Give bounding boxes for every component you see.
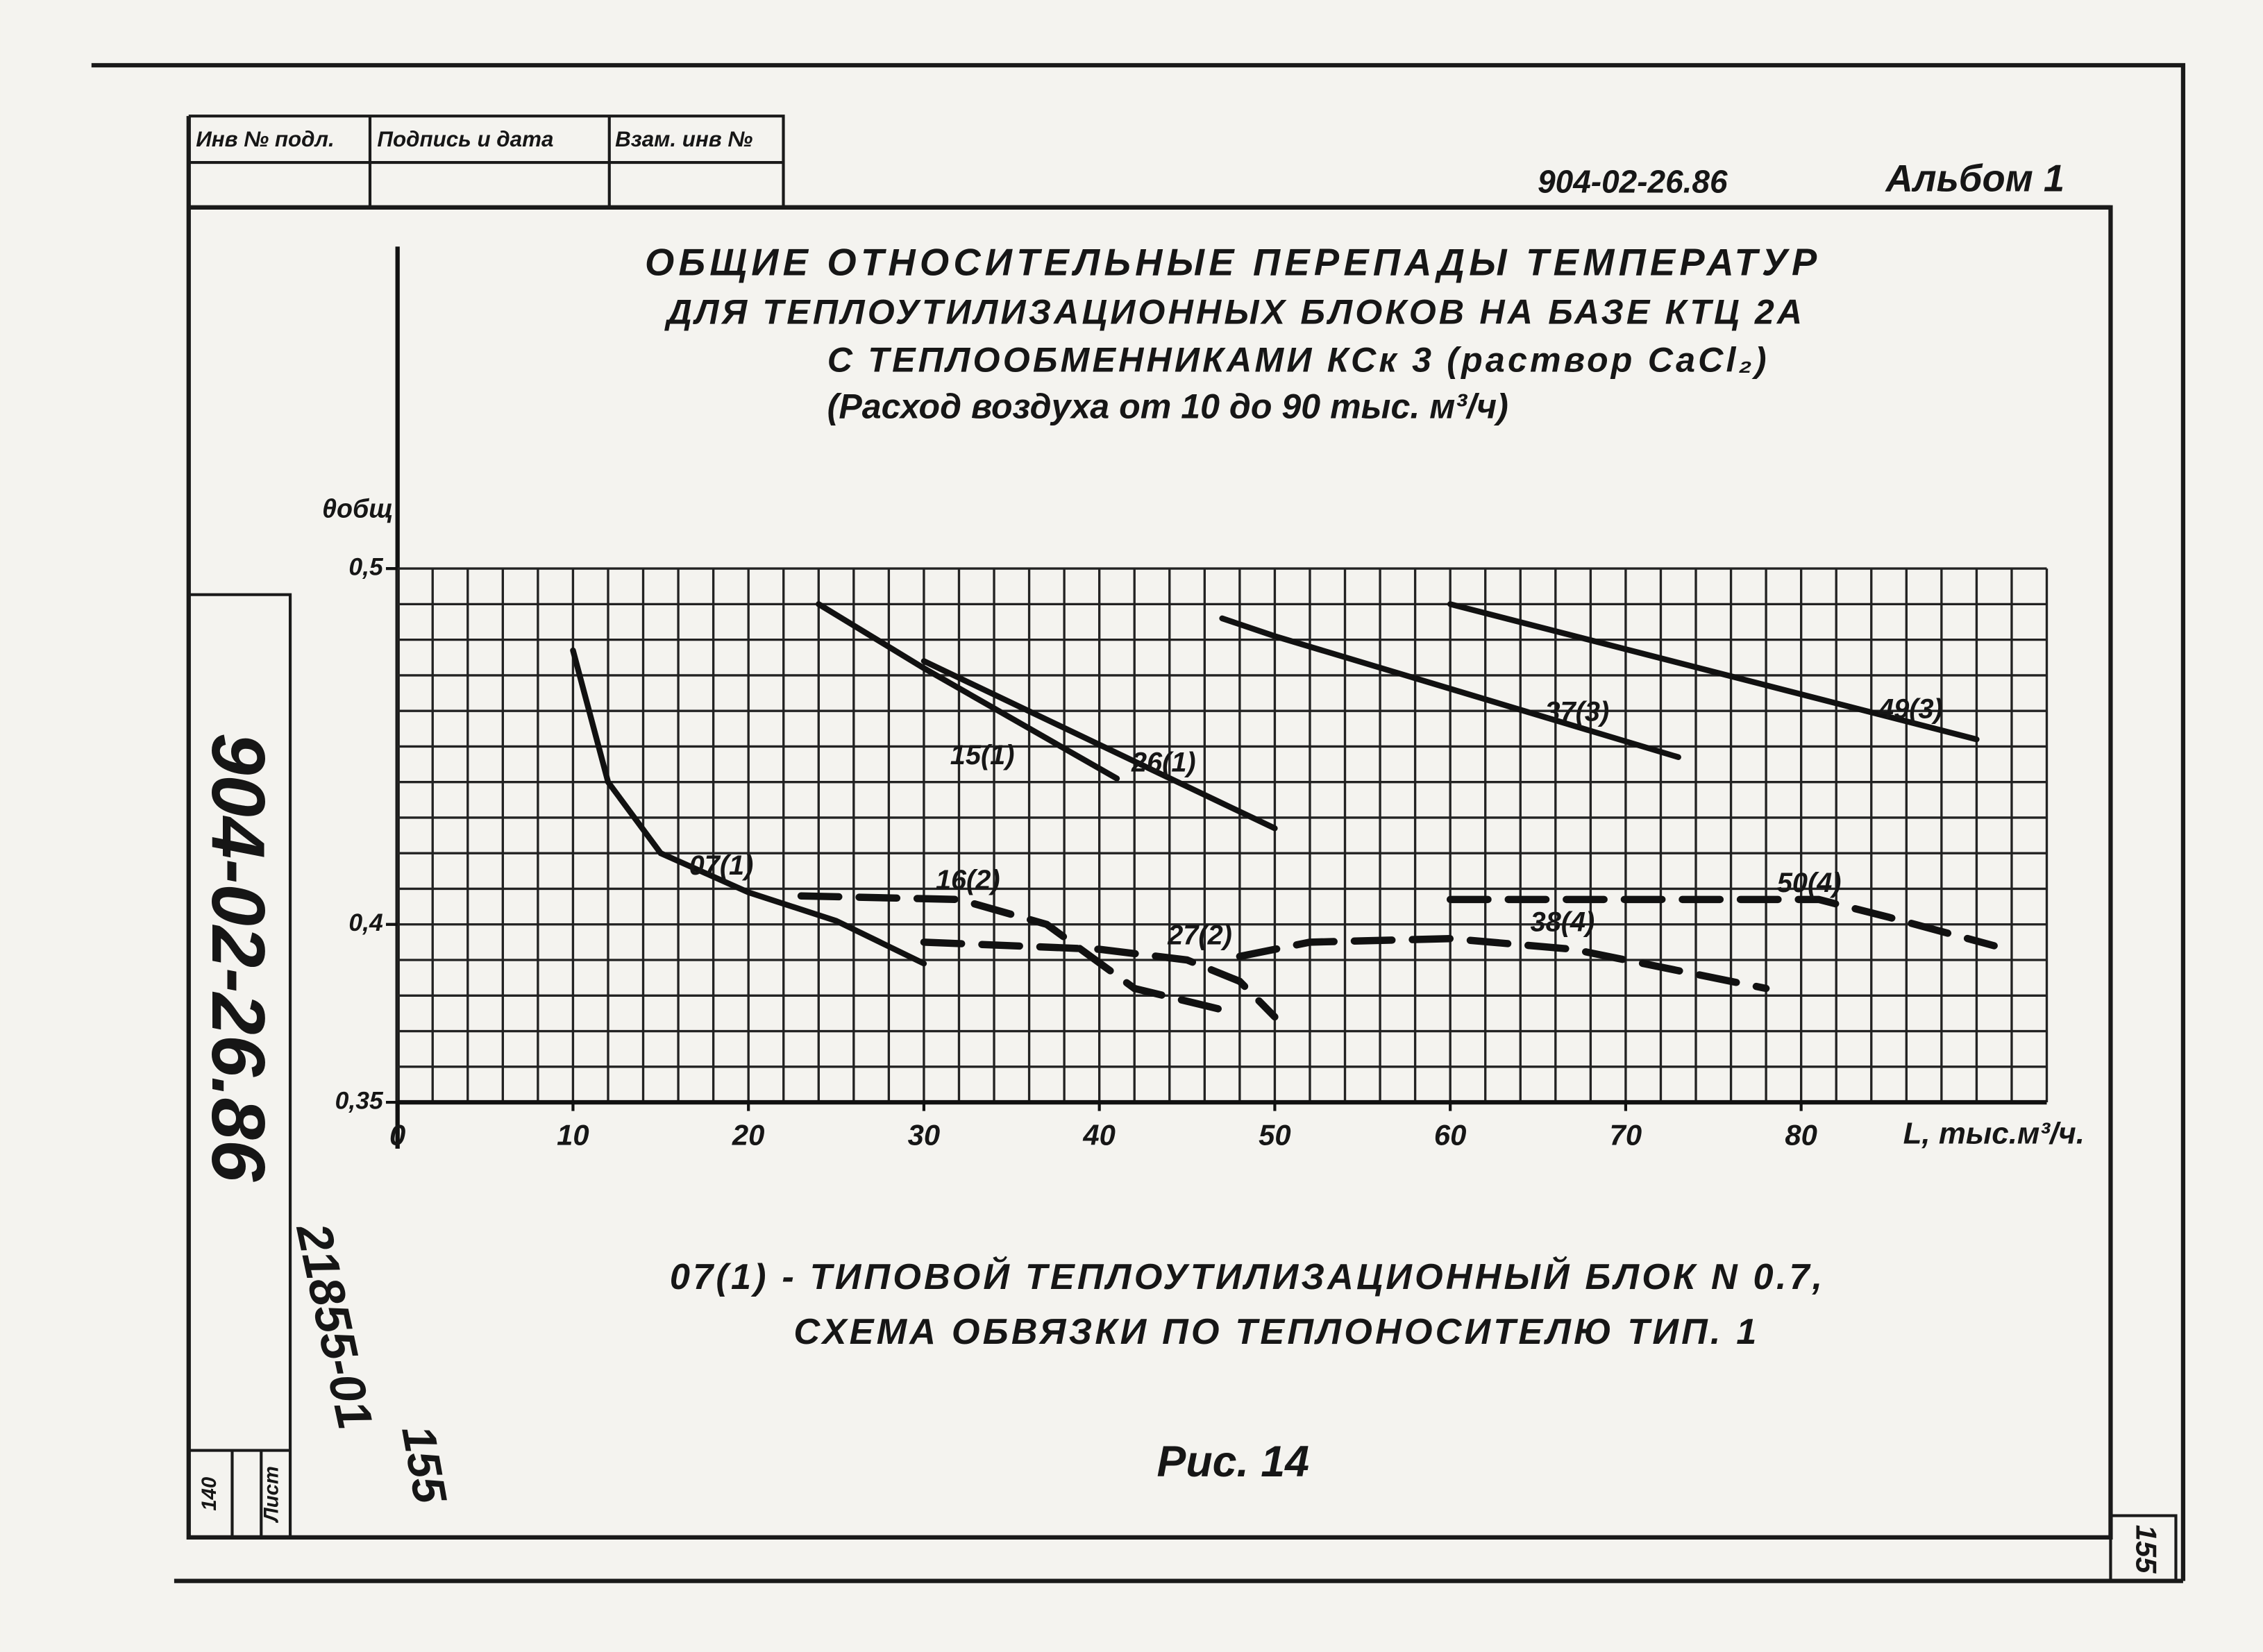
chart-title: ОБЩИЕ ОТНОСИТЕЛЬНЫЕ ПЕРЕПАДЫ ТЕМПЕРАТУР xyxy=(645,242,1821,284)
x-tick-label: 30 xyxy=(908,1118,940,1151)
page-number: 155 xyxy=(2130,1525,2162,1574)
y-tick-label: 0,35 xyxy=(335,1086,384,1114)
series-label: 15(1) xyxy=(950,740,1015,770)
figure-caption: Рис. 14 xyxy=(1157,1438,1309,1486)
series-label: 50(4) xyxy=(1777,868,1842,898)
chart-subtitle: (Расход воздуха от 10 до 90 тыс. м³/ч) xyxy=(827,387,1508,426)
series-label: 37(3) xyxy=(1545,697,1610,727)
x-tick-label: 20 xyxy=(732,1118,764,1151)
sheet-number: 140 xyxy=(199,1477,221,1511)
y-tick-label: 0,4 xyxy=(348,909,383,936)
y-tick-label: 0,5 xyxy=(348,553,384,580)
album: Альбом 1 xyxy=(1885,158,2065,200)
stamp-box xyxy=(188,115,785,208)
series-label: 27(2) xyxy=(1167,920,1232,950)
side-box xyxy=(188,593,292,1537)
series-label: 38(4) xyxy=(1531,907,1595,938)
series-label: 16(2) xyxy=(936,865,1000,895)
stamp-label: Инв № подл. xyxy=(196,127,335,151)
page-box xyxy=(2109,1514,2178,1581)
series-line xyxy=(1236,935,1770,993)
x-tick-label: 70 xyxy=(1610,1118,1642,1151)
series-line xyxy=(920,658,1278,832)
series-line xyxy=(797,892,1226,1013)
x-tick-label: 50 xyxy=(1259,1118,1290,1151)
series-line xyxy=(1446,895,1998,950)
series-line xyxy=(570,647,927,967)
outer-frame xyxy=(91,62,2186,1583)
series-line xyxy=(1447,601,1980,743)
footnote: 07(1) - ТИПОВОЙ ТЕПЛОУТИЛИЗАЦИОННЫЙ БЛОК… xyxy=(670,1256,1825,1297)
stamp-label: Подпись и дата xyxy=(377,127,553,151)
x-tick-label: 60 xyxy=(1434,1118,1466,1151)
x-tick-label: 10 xyxy=(557,1118,589,1151)
chart-title: ДЛЯ ТЕПЛОУТИЛИЗАЦИОННЫХ БЛОКОВ НА БАЗЕ К… xyxy=(664,293,1806,332)
stamp-label: Взам. инв № xyxy=(615,127,752,151)
document-code: 904-02-26.86 xyxy=(1538,164,1728,200)
series-line xyxy=(920,938,1279,1021)
series-line xyxy=(816,601,1120,782)
x-tick-label: 80 xyxy=(1785,1118,1817,1151)
series-line xyxy=(1219,615,1681,760)
y-axis-label: θобщ xyxy=(322,494,393,523)
x-tick-label: 40 xyxy=(1082,1118,1115,1151)
sheet-label: Лист xyxy=(261,1466,283,1523)
series-label: 49(3) xyxy=(1878,693,1943,724)
x-tick-label: 0 xyxy=(389,1118,405,1151)
series-label: 26(1) xyxy=(1131,748,1196,778)
footnote: СХЕМА ОБВЯЗКИ ПО ТЕПЛОНОСИТЕЛЮ ТИП. 1 xyxy=(793,1312,1759,1352)
x-axis-label: L, тыс.м³/ч. xyxy=(1903,1117,2085,1151)
chart-title: С ТЕПЛООБМЕННИКАМИ КСк 3 (раствор CaCl₂) xyxy=(827,341,1769,380)
series-label: 07(1) xyxy=(689,850,754,881)
side-code: 904-02-26.86 xyxy=(196,733,280,1182)
